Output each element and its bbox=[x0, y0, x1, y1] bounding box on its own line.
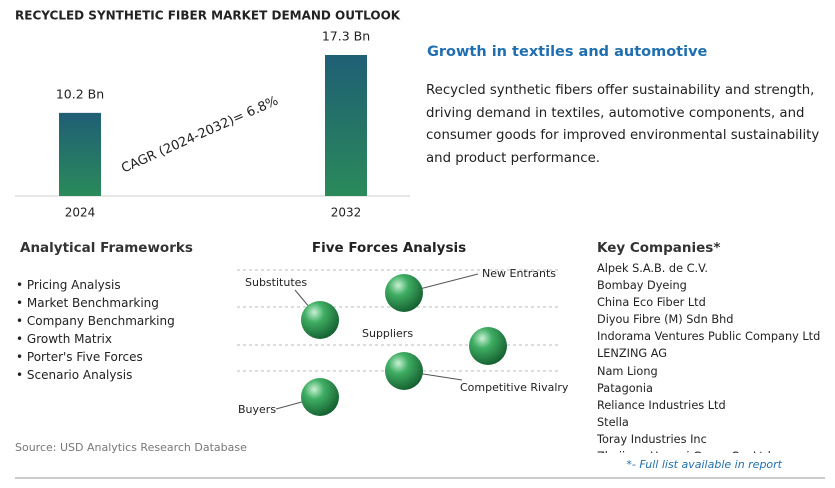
value-label: 17.3 Bn bbox=[322, 29, 370, 44]
frameworks-list: Pricing AnalysisMarket BenchmarkingCompa… bbox=[16, 276, 175, 384]
force-label: Buyers bbox=[238, 403, 276, 416]
force-sphere bbox=[385, 274, 423, 312]
company-item: Nam Liong bbox=[597, 364, 658, 378]
framework-item: Growth Matrix bbox=[16, 330, 175, 348]
framework-item: Pricing Analysis bbox=[16, 276, 175, 294]
company-item: Alpek S.A.B. de C.V. bbox=[597, 262, 708, 275]
source: Source: USD Analytics Research Database bbox=[15, 441, 247, 454]
value-label: 10.2 Bn bbox=[56, 86, 104, 101]
force-label: New Entrants bbox=[482, 267, 556, 280]
force-sphere bbox=[301, 301, 339, 339]
companies-note: *- Full list available in report bbox=[626, 458, 782, 471]
x-tick-label: 2032 bbox=[331, 206, 362, 220]
framework-item: Market Benchmarking bbox=[16, 294, 175, 312]
force-sphere bbox=[385, 352, 423, 390]
x-tick-label: 2024 bbox=[65, 206, 96, 220]
framework-item: Company Benchmarking bbox=[16, 312, 175, 330]
company-item: Indorama Ventures Public Company Ltd bbox=[597, 330, 821, 344]
company-item: Diyou Fibre (M) Sdn Bhd bbox=[597, 313, 734, 327]
company-item: Patagonia bbox=[597, 381, 653, 395]
force-label: Substitutes bbox=[245, 276, 307, 289]
summary-heading: Growth in textiles and automotive bbox=[427, 44, 708, 60]
company-item: Stella bbox=[597, 415, 629, 429]
summary-text: Recycled synthetic fibers offer sustaina… bbox=[426, 83, 820, 166]
companies-heading: Key Companies* bbox=[597, 240, 720, 256]
bar bbox=[59, 112, 101, 196]
force-sphere bbox=[469, 327, 507, 365]
cagr-annotation: CAGR (2024-2032)= 6.8% bbox=[119, 94, 280, 177]
force-sphere bbox=[301, 378, 339, 416]
forces-heading: Five Forces Analysis bbox=[312, 240, 466, 256]
framework-item: Porter's Five Forces bbox=[16, 348, 175, 366]
company-item: Reliance Industries Ltd bbox=[597, 398, 726, 412]
company-item: China Eco Fiber Ltd bbox=[597, 296, 706, 310]
force-label: Suppliers bbox=[362, 327, 413, 340]
companies-list: Alpek S.A.B. de C.V. Bombay Dyeing China E… bbox=[597, 260, 832, 453]
company-item: Toray Industries Inc bbox=[597, 432, 707, 446]
company-item: Zhejiang Hengyi Group Co. Ltd bbox=[597, 448, 832, 453]
bar bbox=[325, 55, 367, 196]
company-item: Bombay Dyeing bbox=[597, 279, 687, 293]
force-label: Competitive Rivalry bbox=[460, 381, 569, 394]
company-item: LENZING AG bbox=[597, 347, 668, 361]
framework-item: Scenario Analysis bbox=[16, 366, 175, 384]
chart-title: RECYCLED SYNTHETIC FIBER MARKET DEMAND O… bbox=[15, 9, 401, 23]
frameworks-heading: Analytical Frameworks bbox=[20, 240, 193, 256]
